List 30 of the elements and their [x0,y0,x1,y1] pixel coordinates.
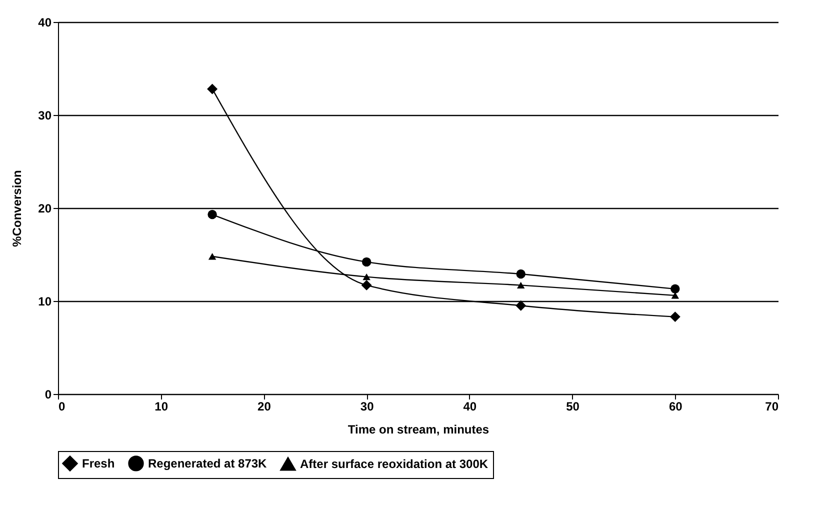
x-tick-label: 40 [463,400,477,414]
point [362,257,372,267]
point [361,280,372,290]
x-tick-label: 50 [566,400,580,414]
y-tick-label: 30 [38,108,52,122]
y-tick-label: 0 [44,388,52,402]
y-tick-label: 10 [38,294,52,308]
point [671,292,680,299]
point [516,300,526,311]
x-tick-label: 0 [58,400,66,414]
legend-label: Regenerated at 873K [148,456,268,470]
x-tick-label: 30 [360,400,374,414]
y-tick-label: 40 [38,16,52,30]
point [208,210,217,220]
point [362,273,370,280]
point [516,282,525,289]
x-axis-title: Time on stream, minutes [348,422,490,436]
y-axis-title: %Conversion [10,170,24,247]
x-tick-label: 20 [258,400,272,414]
point [670,284,680,294]
point [208,253,216,260]
x-tick-label: 10 [154,400,168,414]
x-tick-label: 60 [668,400,683,414]
point [670,312,680,322]
point [207,84,218,94]
legend-label: Fresh [82,456,115,470]
legend-label: After surface reoxidation at 300K [300,456,488,471]
point [516,269,526,279]
y-tick-label: 20 [38,202,52,216]
x-tick-label: 70 [765,400,779,414]
